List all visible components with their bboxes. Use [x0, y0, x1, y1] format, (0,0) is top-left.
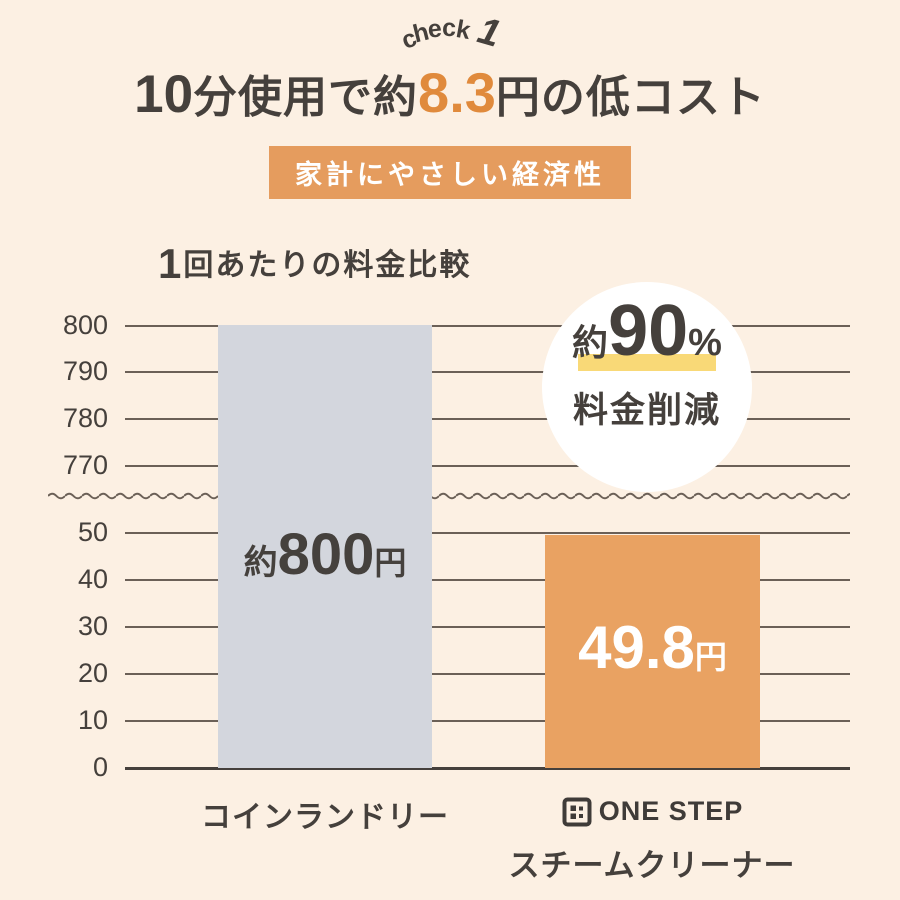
brand-row: ONE STEP [545, 796, 760, 827]
discount-percent-line: 約90% [542, 290, 752, 372]
gridline-10 [125, 720, 850, 722]
title-cost-highlight: 8.3 [418, 61, 496, 124]
gridline-0-baseline [125, 767, 850, 770]
discount-circle: 約90% 料金削減 [542, 282, 752, 492]
y-axis-tick: 800 [62, 310, 108, 340]
gridline-30 [125, 626, 850, 628]
gridline-50 [125, 532, 850, 534]
y-axis-tick: 40 [77, 564, 108, 594]
y-axis-tick: 780 [62, 403, 108, 433]
check-badge: check1 [0, 6, 900, 56]
bar-coin-laundry: 約800円 [218, 325, 432, 768]
title-number-10: 10 [134, 65, 194, 124]
y-axis-tick: 10 [77, 705, 108, 735]
brand-name: ONE STEP [598, 796, 744, 826]
gridline-780 [125, 418, 850, 420]
y-axis-tick: 770 [62, 450, 108, 480]
chart-title-number: 1 [158, 240, 184, 287]
value-unit: 円 [374, 545, 407, 581]
bar-value-label: 約800円 [218, 521, 432, 588]
gridline-790 [125, 371, 850, 373]
title-text-2: 円の低コスト [495, 73, 766, 122]
y-axis-tick: 30 [77, 611, 108, 641]
yellow-highlight [578, 354, 716, 371]
one-step-logo-icon [562, 797, 592, 826]
y-axis-tick: 50 [77, 517, 108, 547]
gridline-770 [125, 465, 850, 467]
gridline-20 [125, 673, 850, 675]
axis-break-wave [48, 490, 850, 502]
y-axis-tick: 0 [92, 752, 108, 782]
page-title: 10分使用で約8.3円の低コスト [0, 60, 900, 125]
percent-prefix: 約 [572, 322, 609, 363]
chart-title: 1回あたりの料金比較 [158, 240, 471, 288]
gridline-40 [125, 579, 850, 581]
value-unit: 円 [694, 639, 727, 675]
y-axis-tick: 790 [62, 356, 108, 386]
bar-value-label: 49.8円 [545, 613, 760, 682]
title-text-1: 分使用で約 [193, 73, 419, 122]
y-axis-tick: 20 [77, 658, 108, 688]
value-prefix: 約 [243, 544, 278, 582]
discount-text-line: 料金削減 [572, 391, 721, 430]
percent-number: 90 [608, 291, 689, 371]
percent-sign: % [688, 322, 722, 364]
x-label-coin-laundry: コインランドリー [201, 801, 449, 834]
check-letter: k [453, 15, 473, 46]
check-number: 1 [472, 9, 505, 56]
value-number: 49.8 [578, 614, 695, 681]
chart-title-text: 回あたりの料金比較 [183, 249, 472, 282]
bar-steam-cleaner: 49.8円 [545, 535, 760, 768]
gridline-800 [125, 325, 850, 327]
economy-badge: 家計にやさしい経済性 [269, 146, 631, 199]
value-number: 800 [277, 522, 375, 587]
x-label-steam-cleaner: スチームクリーナー [508, 848, 796, 883]
